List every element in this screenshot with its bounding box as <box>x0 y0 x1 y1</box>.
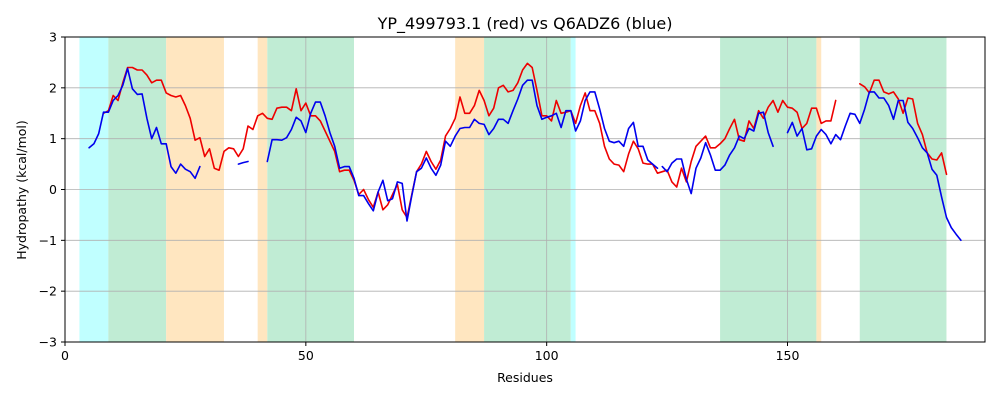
y-tick-label-2: 2 <box>49 80 57 95</box>
x-tick-label-150: 150 <box>776 348 800 363</box>
y-tick-label--2: −2 <box>39 284 57 299</box>
x-tick-label-50: 50 <box>298 348 314 363</box>
y-tick-label-0: 0 <box>49 182 57 197</box>
series-lines <box>88 62 962 242</box>
y-tick-label--1: −1 <box>39 233 57 248</box>
blue-series-line-4 <box>786 91 962 242</box>
red-series-line-1 <box>858 79 948 176</box>
x-tick-label-100: 100 <box>535 348 559 363</box>
blue-series-line-1 <box>237 160 249 165</box>
y-axis-label: Hydropathy (kcal/mol) <box>14 120 29 260</box>
y-tick-label-3: 3 <box>49 30 57 45</box>
blue-series-line-3 <box>661 111 774 195</box>
blue-series-line-0 <box>88 67 201 180</box>
red-series-line-0 <box>102 62 837 219</box>
y-tick-label--3: −3 <box>39 335 57 350</box>
chart-title: YP_499793.1 (red) vs Q6ADZ6 (blue) <box>377 14 673 34</box>
y-tick-label-1: 1 <box>49 131 57 146</box>
x-tick-label-0: 0 <box>61 348 69 363</box>
blue-series-line-2 <box>266 79 659 222</box>
x-axis-label: Residues <box>497 370 553 385</box>
axis-ticks: 0 50 100 150 −3 −2 −1 0 1 2 3 <box>39 30 800 364</box>
